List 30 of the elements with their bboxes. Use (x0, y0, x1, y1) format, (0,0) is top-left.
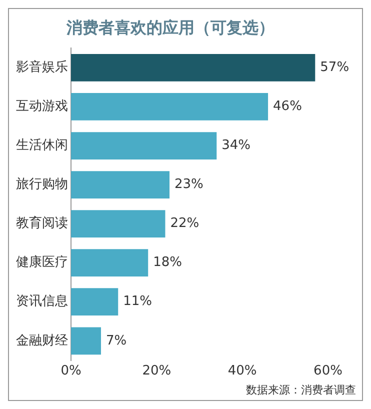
data-label: 46% (273, 99, 302, 114)
bar (71, 288, 118, 316)
data-label: 18% (153, 255, 182, 270)
data-label: 34% (222, 138, 251, 154)
y-tick-label: 教育阅读 (16, 215, 68, 232)
bar (71, 327, 101, 355)
data-label: 11% (123, 294, 152, 310)
bar (71, 54, 316, 82)
bar (71, 132, 217, 160)
y-tick-label: 健康医疗 (16, 255, 68, 270)
x-tick-label: 40% (228, 364, 257, 379)
bar (71, 249, 148, 277)
x-tick-label: 60% (314, 364, 342, 379)
data-label: 7% (106, 333, 127, 348)
y-tick-label: 互动游戏 (16, 99, 68, 114)
data-label: 57% (320, 60, 350, 76)
y-tick-label: 影音娱乐 (16, 60, 68, 76)
data-label: 22% (170, 216, 200, 232)
bar (71, 93, 268, 120)
x-tick-label: 20% (142, 364, 172, 379)
bar (71, 210, 166, 238)
chart-title: 消费者喜欢的应用（可复选） (66, 18, 274, 37)
data-label: 23% (174, 177, 204, 192)
x-tick-label: 0% (60, 364, 82, 379)
bar (71, 171, 170, 198)
y-tick-label: 生活休闲 (16, 138, 68, 154)
y-tick-label: 金融财经 (16, 333, 68, 348)
y-tick-label: 旅行购物 (16, 177, 68, 192)
source-note: 数据来源：消费者调查 (246, 383, 356, 396)
y-tick-label: 资讯信息 (16, 294, 68, 310)
